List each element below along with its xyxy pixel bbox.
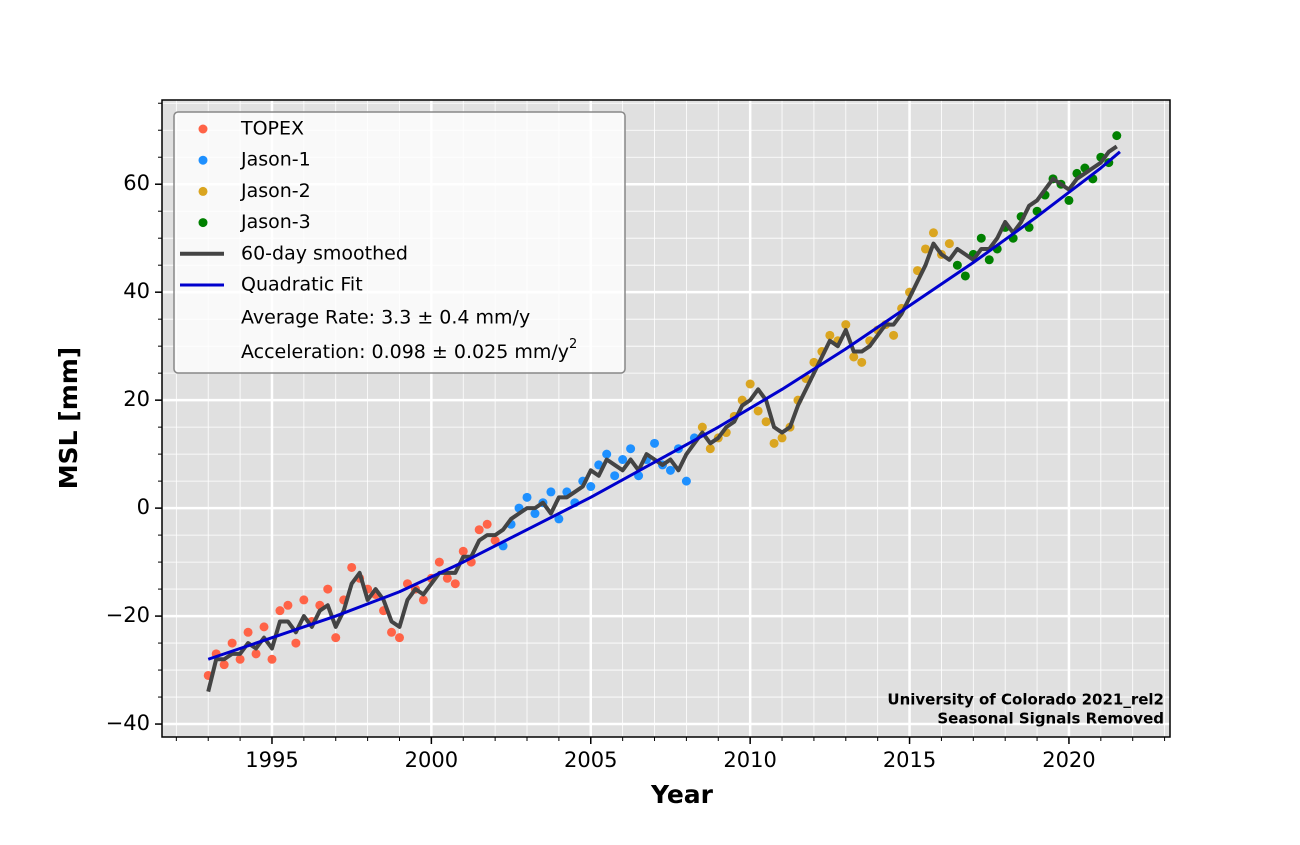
data-point (530, 509, 540, 519)
data-point (482, 519, 492, 529)
y-tick-label: 60 (123, 171, 150, 195)
legend-label: Quadratic Fit (241, 274, 363, 296)
data-point (458, 546, 468, 556)
y-tick-label: 40 (123, 279, 150, 303)
data-point (984, 255, 994, 265)
data-point (323, 584, 333, 594)
data-point (442, 573, 452, 583)
legend-note: Acceleration: 0.098 ± 0.025 mm/y2 (241, 337, 577, 363)
data-point (745, 379, 755, 389)
line (206, 144, 1118, 693)
data-point (450, 579, 460, 589)
legend-note: Average Rate: 3.3 ± 0.4 mm/y (241, 307, 530, 329)
data-point (920, 244, 930, 254)
data-point (546, 487, 556, 497)
x-tick-label: 2000 (405, 748, 458, 772)
line (207, 150, 1121, 661)
data-point (889, 330, 899, 340)
data-point (705, 444, 715, 454)
credit: Seasonal Signals Removed (937, 710, 1164, 728)
x-axis-label: Year (650, 780, 714, 809)
x-tick-label: 2010 (723, 748, 776, 772)
legend-marker (198, 186, 208, 196)
data-point (841, 320, 851, 330)
legend-label: 60-day smoothed (241, 242, 408, 264)
data-point (697, 422, 707, 432)
legend-note-text: Acceleration: 0.098 ± 0.025 mm/y (241, 341, 569, 363)
data-point (602, 449, 612, 459)
data-point (857, 357, 867, 367)
plot-frame (161, 99, 1171, 738)
data-point (626, 444, 636, 454)
data-point (418, 595, 428, 605)
data-point (219, 660, 229, 670)
data-point (283, 600, 293, 610)
credit: University of Colorado 2021_rel2 (887, 691, 1164, 709)
y-axis-label: MSL [mm] (54, 347, 83, 489)
data-point (952, 260, 962, 270)
legend-note-superscript: 2 (569, 337, 577, 352)
data-point (753, 406, 763, 416)
legend-label: Jason-1 (240, 149, 311, 171)
data-point (618, 455, 628, 465)
data-point (522, 492, 532, 502)
x-tick-label: 2005 (564, 748, 617, 772)
data-point (976, 233, 986, 243)
data-point (1064, 195, 1074, 205)
data-point (944, 239, 954, 249)
legend-marker (198, 124, 208, 134)
data-point (291, 638, 301, 648)
data-point (761, 417, 771, 427)
legend-marker (198, 218, 208, 228)
data-point (394, 633, 404, 643)
data-point (928, 228, 938, 238)
legend-label: Jason-3 (240, 211, 311, 233)
x-tick-label: 1995 (245, 748, 298, 772)
data-point (299, 595, 309, 605)
legend-marker (198, 155, 208, 165)
data-point (586, 482, 596, 492)
data-point (227, 638, 237, 648)
data-point (331, 633, 341, 643)
data-point (235, 654, 245, 664)
x-tick-label: 2015 (883, 748, 936, 772)
data-point (610, 471, 620, 481)
data-point (665, 465, 675, 475)
data-point (275, 606, 285, 616)
data-point (387, 627, 397, 637)
data-point (474, 525, 484, 535)
data-point (681, 476, 691, 486)
data-point (849, 352, 859, 362)
data-point (650, 438, 660, 448)
y-tick-label: 0 (137, 495, 150, 519)
legend-label: Jason-2 (240, 180, 311, 202)
data-point (554, 514, 564, 524)
data-point (267, 654, 277, 664)
data-point (251, 649, 261, 659)
marks (203, 131, 1122, 693)
data-point (960, 271, 970, 281)
data-point (769, 438, 779, 448)
legend-box (173, 111, 626, 374)
y-tick-label: −20 (106, 603, 150, 627)
data-point (1112, 131, 1122, 141)
x-tick-label: 2020 (1042, 748, 1095, 772)
legend-label: TOPEX (240, 118, 304, 140)
axes: 1995 2000 2005 2010 2015 2020 −40 −20 0 20 40 60 (106, 102, 1166, 772)
data-point (825, 330, 835, 340)
data-point (347, 562, 357, 572)
data-point (490, 536, 500, 546)
legend: Average Rate: 3.3 ± 0.4 mm/y Acceleratio… (173, 111, 626, 374)
data-point (434, 557, 444, 567)
y-tick-label: −40 (106, 711, 150, 735)
y-tick-label: 20 (123, 387, 150, 411)
data-point (777, 433, 787, 443)
data-point (259, 622, 269, 632)
data-point (243, 627, 253, 637)
